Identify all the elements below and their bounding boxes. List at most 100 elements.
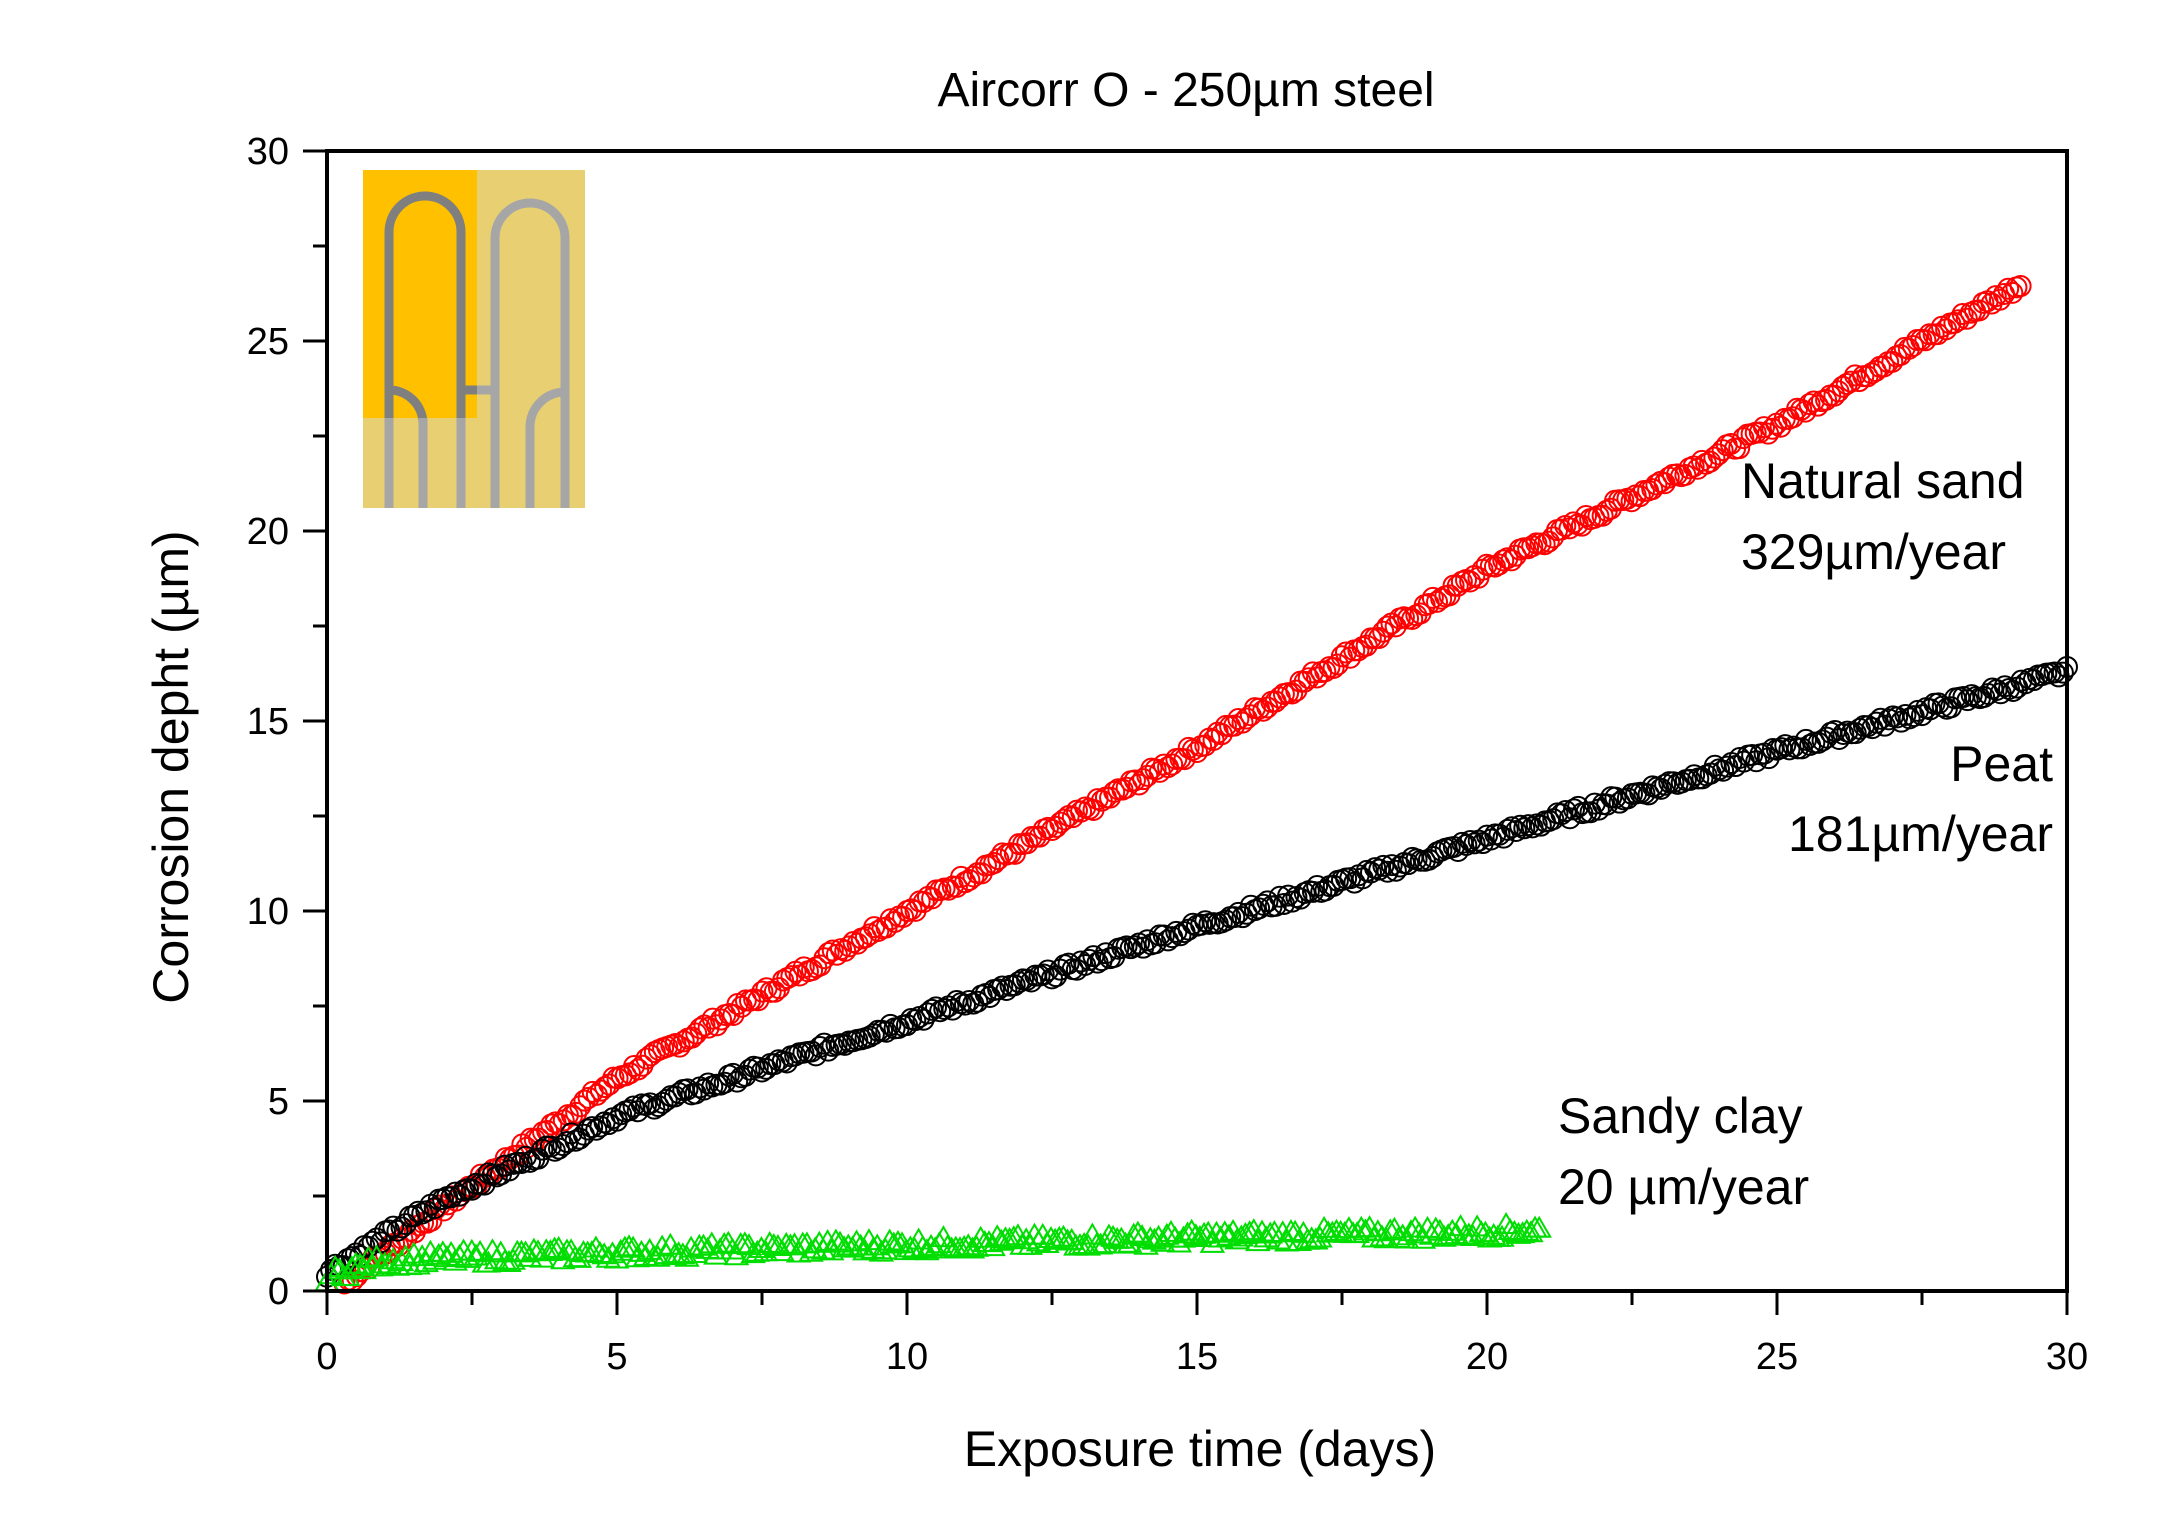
- data-point: [776, 967, 799, 990]
- data-point: [444, 1181, 467, 1204]
- data-point: [1505, 819, 1527, 842]
- annotation-natural-sand: Natural sand: [1741, 453, 2025, 509]
- data-point: [1447, 1214, 1474, 1237]
- data-point: [1248, 897, 1271, 920]
- data-point: [1212, 1220, 1238, 1243]
- data-point: [494, 1154, 517, 1177]
- data-point: [1496, 547, 1519, 570]
- data-point: [521, 1237, 547, 1260]
- data-point: [1533, 533, 1556, 556]
- data-point: [1815, 726, 1838, 749]
- data-point: [1654, 773, 1677, 796]
- annotation-sandy-clay: Sandy clay: [1558, 1088, 1803, 1144]
- data-point: [1489, 1224, 1515, 1247]
- data-point: [1645, 473, 1668, 496]
- data-point: [1881, 350, 1904, 373]
- data-point: [1898, 707, 1921, 730]
- data-point: [411, 1202, 434, 1225]
- data-point: [1223, 906, 1246, 929]
- chart-title: Aircorr O - 250µm steel: [937, 64, 1434, 117]
- data-point: [1537, 530, 1560, 553]
- data-point: [1289, 887, 1312, 910]
- data-point: [539, 1135, 562, 1158]
- data-point: [628, 1239, 655, 1262]
- data-point: [1145, 1224, 1172, 1247]
- data-point: [751, 980, 774, 1003]
- data-point: [1330, 645, 1353, 668]
- data-point: [835, 1233, 862, 1256]
- data-point: [1302, 880, 1324, 903]
- data-point: [959, 1236, 986, 1259]
- x-tick-label: 25: [1756, 1336, 1798, 1378]
- data-point: [1504, 544, 1527, 567]
- data-point: [817, 942, 840, 965]
- data-point: [1951, 302, 1974, 325]
- data-point: [1001, 1225, 1027, 1248]
- data-point: [459, 1238, 485, 1261]
- data-point: [1674, 463, 1697, 486]
- data-point: [763, 980, 786, 1003]
- data-point: [1517, 814, 1540, 837]
- data-point: [1848, 717, 1871, 740]
- data-point: [1778, 738, 1801, 761]
- data-point: [1513, 817, 1536, 840]
- data-point: [1227, 901, 1250, 924]
- y-tick-label: 15: [247, 701, 289, 743]
- data-point: [1123, 935, 1146, 958]
- x-tick-label: 0: [316, 1336, 337, 1378]
- data-point: [1187, 1225, 1213, 1248]
- data-point: [589, 1115, 612, 1138]
- y-tick-label: 5: [268, 1081, 289, 1123]
- data-point: [565, 1101, 588, 1124]
- data-point: [925, 996, 947, 1019]
- data-point: [365, 1227, 388, 1250]
- data-point: [1988, 288, 2011, 311]
- data-point: [1034, 1231, 1060, 1253]
- data-point: [1384, 859, 1407, 882]
- data-point: [933, 997, 956, 1020]
- data-point: [1798, 393, 1821, 416]
- data-point: [697, 1072, 720, 1095]
- data-point: [1997, 277, 2020, 300]
- data-point: [1844, 364, 1867, 387]
- data-point: [635, 1047, 658, 1070]
- data-point: [876, 1228, 903, 1251]
- data-point: [1455, 833, 1478, 856]
- data-point: [1728, 437, 1751, 460]
- annotation-peat: Peat: [1950, 736, 2053, 792]
- data-point: [1984, 285, 2007, 308]
- data-point: [1322, 656, 1345, 679]
- data-point: [966, 990, 989, 1013]
- data-point: [1372, 854, 1395, 877]
- data-point: [1352, 1218, 1379, 1241]
- data-point: [1368, 858, 1391, 881]
- data-point: [1463, 832, 1486, 855]
- data-point: [1377, 1218, 1403, 1241]
- data-point: [1376, 615, 1399, 638]
- data-point: [1886, 706, 1909, 729]
- data-point: [821, 939, 844, 962]
- data-point: [1703, 446, 1726, 469]
- data-point: [432, 1188, 454, 1211]
- annotation-sandy-clay-rate: 20 µm/year: [1558, 1159, 1809, 1215]
- data-point: [1526, 1215, 1552, 1238]
- data-point: [463, 1243, 489, 1266]
- data-point: [847, 1233, 874, 1256]
- data-point: [2051, 661, 2074, 684]
- data-point: [623, 1055, 646, 1078]
- data-point: [823, 1228, 849, 1251]
- data-point: [1583, 506, 1606, 529]
- data-point: [958, 868, 981, 891]
- data-point: [1185, 741, 1208, 764]
- data-point: [510, 1151, 533, 1174]
- data-point: [1670, 771, 1693, 794]
- data-point: [1844, 722, 1867, 745]
- data-point: [1955, 307, 1978, 330]
- data-point: [581, 1116, 604, 1139]
- data-point: [1496, 818, 1519, 841]
- data-point: [1828, 727, 1851, 750]
- data-point: [1369, 1224, 1395, 1247]
- data-point: [1832, 722, 1855, 745]
- data-point: [1253, 1225, 1279, 1248]
- data-point: [991, 975, 1014, 998]
